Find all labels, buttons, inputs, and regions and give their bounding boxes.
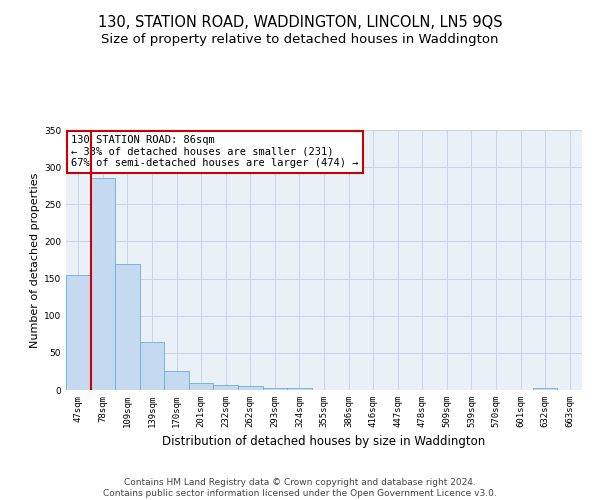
Bar bbox=[66, 275, 91, 390]
Bar bbox=[287, 388, 312, 390]
Bar bbox=[533, 388, 557, 390]
Bar bbox=[164, 372, 189, 390]
Bar bbox=[189, 382, 214, 390]
Bar bbox=[214, 385, 238, 390]
Y-axis label: Number of detached properties: Number of detached properties bbox=[30, 172, 40, 348]
Text: 130, STATION ROAD, WADDINGTON, LINCOLN, LN5 9QS: 130, STATION ROAD, WADDINGTON, LINCOLN, … bbox=[98, 15, 502, 30]
Text: Size of property relative to detached houses in Waddington: Size of property relative to detached ho… bbox=[101, 32, 499, 46]
Bar bbox=[115, 264, 140, 390]
X-axis label: Distribution of detached houses by size in Waddington: Distribution of detached houses by size … bbox=[163, 436, 485, 448]
Text: Contains HM Land Registry data © Crown copyright and database right 2024.
Contai: Contains HM Land Registry data © Crown c… bbox=[103, 478, 497, 498]
Text: 130 STATION ROAD: 86sqm
← 33% of detached houses are smaller (231)
67% of semi-d: 130 STATION ROAD: 86sqm ← 33% of detache… bbox=[71, 135, 359, 168]
Bar bbox=[140, 342, 164, 390]
Bar bbox=[91, 178, 115, 390]
Bar bbox=[263, 388, 287, 390]
Bar bbox=[238, 386, 263, 390]
